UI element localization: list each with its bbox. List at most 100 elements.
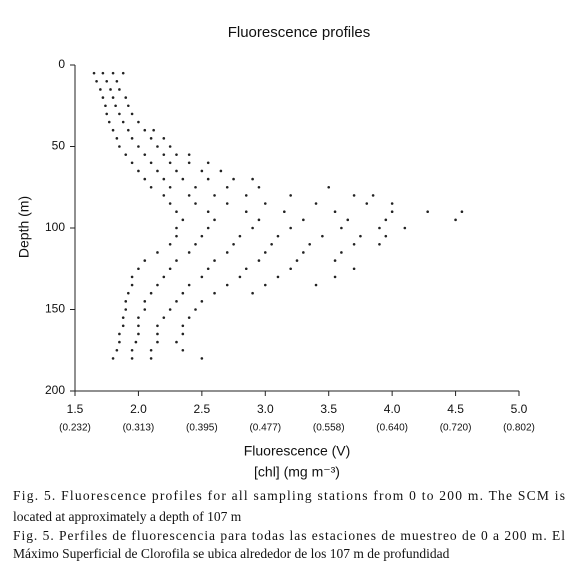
point	[225, 251, 229, 254]
point	[137, 332, 140, 336]
point	[263, 251, 267, 254]
point	[257, 185, 261, 189]
point	[213, 291, 216, 295]
point	[175, 259, 178, 262]
point	[257, 259, 261, 262]
point	[333, 275, 337, 279]
point	[175, 210, 178, 213]
point	[181, 177, 185, 181]
point	[143, 177, 147, 181]
point	[130, 283, 134, 287]
point	[181, 324, 185, 328]
point	[168, 185, 172, 189]
x-secondary-label: (0.313)	[123, 423, 155, 434]
caption-line: Máximo Superficial de Clorofila se ubica…	[13, 546, 450, 561]
point	[143, 128, 147, 132]
point	[251, 291, 254, 295]
point	[101, 71, 105, 75]
x-tick-label: 4.5	[447, 402, 464, 416]
x-axis-label-2: [chl] (mg m⁻³)	[254, 464, 340, 480]
point	[130, 275, 134, 279]
point	[143, 259, 147, 262]
x-tick-label: 4.0	[384, 402, 401, 416]
point	[137, 267, 140, 271]
x-tick-label: 1.5	[67, 402, 84, 416]
point	[115, 348, 119, 352]
point	[175, 300, 178, 303]
point	[194, 185, 197, 189]
point	[352, 194, 356, 197]
point	[118, 88, 121, 91]
point	[156, 324, 159, 328]
point	[302, 218, 305, 222]
y-tick-label: 200	[45, 383, 65, 397]
point	[104, 104, 107, 108]
point	[118, 145, 121, 148]
point	[175, 340, 178, 344]
point	[340, 251, 343, 254]
point	[99, 88, 102, 91]
point	[137, 169, 140, 173]
point	[162, 137, 166, 140]
point	[289, 226, 292, 230]
point	[378, 243, 381, 246]
point	[232, 243, 235, 246]
point	[200, 275, 204, 279]
x-tick-label: 3.0	[257, 402, 274, 416]
point	[92, 71, 96, 75]
point	[187, 283, 191, 287]
x-tick-label: 2.5	[194, 402, 211, 416]
point	[149, 185, 153, 189]
point	[118, 332, 121, 336]
point	[175, 153, 178, 156]
point	[244, 210, 248, 213]
y-axis-label: Depth (m)	[16, 196, 32, 258]
point	[333, 259, 337, 262]
point	[213, 218, 216, 222]
point	[187, 251, 191, 254]
point	[276, 234, 280, 238]
point	[200, 234, 204, 238]
point	[124, 153, 128, 156]
point	[244, 267, 248, 271]
point	[124, 308, 128, 311]
point	[194, 308, 197, 311]
y-tick-label: 50	[52, 139, 66, 153]
point	[238, 234, 242, 238]
point	[200, 300, 204, 303]
point	[107, 120, 111, 124]
x-secondary-label: (0.395)	[186, 423, 218, 434]
point	[378, 226, 381, 230]
point	[213, 259, 216, 262]
point	[143, 308, 147, 311]
point	[295, 259, 299, 262]
point	[289, 267, 292, 271]
point	[137, 324, 140, 328]
point	[149, 161, 153, 165]
point	[308, 243, 311, 246]
point	[168, 202, 172, 205]
point	[115, 137, 119, 140]
point	[314, 202, 318, 205]
point	[130, 161, 134, 165]
point	[187, 316, 191, 319]
point	[276, 275, 280, 279]
point	[232, 177, 235, 181]
point	[137, 120, 140, 124]
x-secondary-label: (0.477)	[249, 423, 281, 434]
point	[206, 177, 210, 181]
x-secondary-label: (0.558)	[313, 423, 345, 434]
point	[118, 340, 121, 344]
x-tick-label: 3.5	[320, 402, 337, 416]
point	[162, 194, 166, 197]
point	[156, 340, 159, 344]
point	[225, 283, 229, 287]
point	[187, 161, 191, 165]
point	[168, 243, 172, 246]
point	[314, 283, 318, 287]
point	[134, 340, 138, 344]
point	[137, 316, 140, 319]
point	[187, 153, 191, 156]
x-axis-label: Fluorescence (V)	[244, 443, 351, 459]
point	[390, 210, 394, 213]
